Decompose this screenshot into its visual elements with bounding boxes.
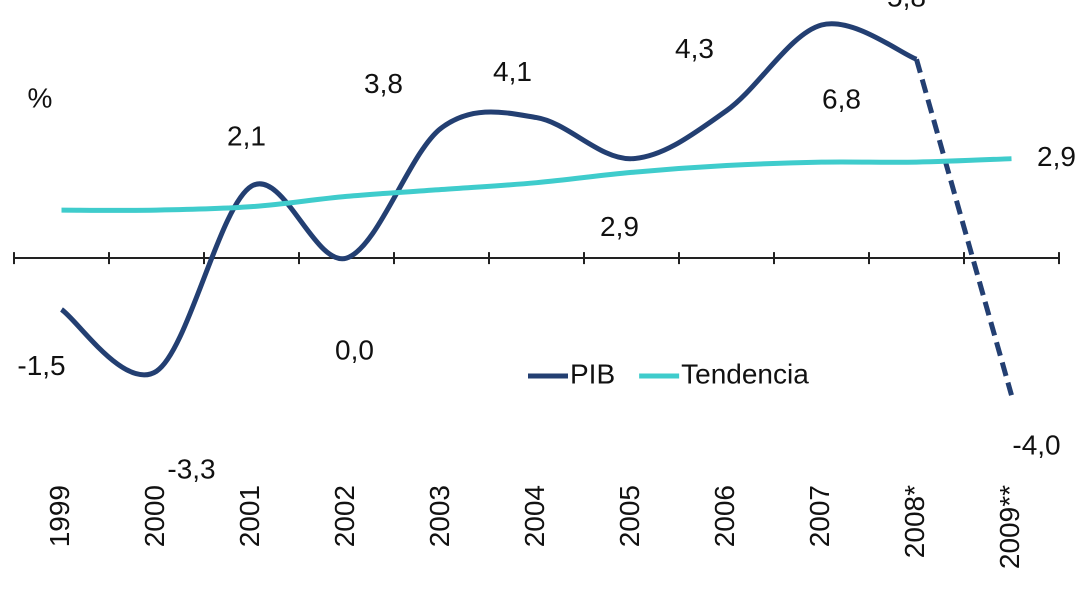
data-label: -4,0 [1012, 430, 1060, 461]
series-line [59, 21, 918, 378]
data-label: 4,1 [493, 56, 532, 87]
x-tick-label: 2007 [804, 485, 835, 547]
y-axis-label: % [28, 82, 53, 113]
x-tick-label: 2001 [234, 485, 265, 547]
x-tick-label: 2003 [424, 485, 455, 547]
x-tick-label: 2009** [994, 485, 1025, 569]
legend-label: Tendencia [681, 358, 809, 389]
data-label: 0,0 [335, 334, 374, 365]
x-tick-label: 2005 [614, 485, 645, 547]
data-label: 2,9 [600, 211, 639, 242]
data-label: 3,8 [364, 68, 403, 99]
data-label: -1,5 [17, 350, 65, 381]
data-label: 2,9 [1037, 141, 1076, 172]
x-tick-label: 2006 [709, 485, 740, 547]
legend-label: PIB [570, 358, 615, 389]
data-label: 2,1 [227, 121, 266, 152]
x-tick-label: 2000 [139, 485, 170, 547]
data-label: 4,3 [675, 33, 714, 64]
x-tick-label: 2002 [329, 485, 360, 547]
x-tick-label: 2004 [519, 485, 550, 547]
series-line [914, 58, 1014, 396]
series-line [61, 156, 1012, 213]
data-label: -3,3 [167, 454, 215, 485]
data-label: 6,8 [822, 83, 861, 114]
data-label: 5,8 [887, 0, 926, 13]
x-tick-label: 2008* [899, 485, 930, 558]
x-tick-label: 1999 [44, 485, 75, 547]
